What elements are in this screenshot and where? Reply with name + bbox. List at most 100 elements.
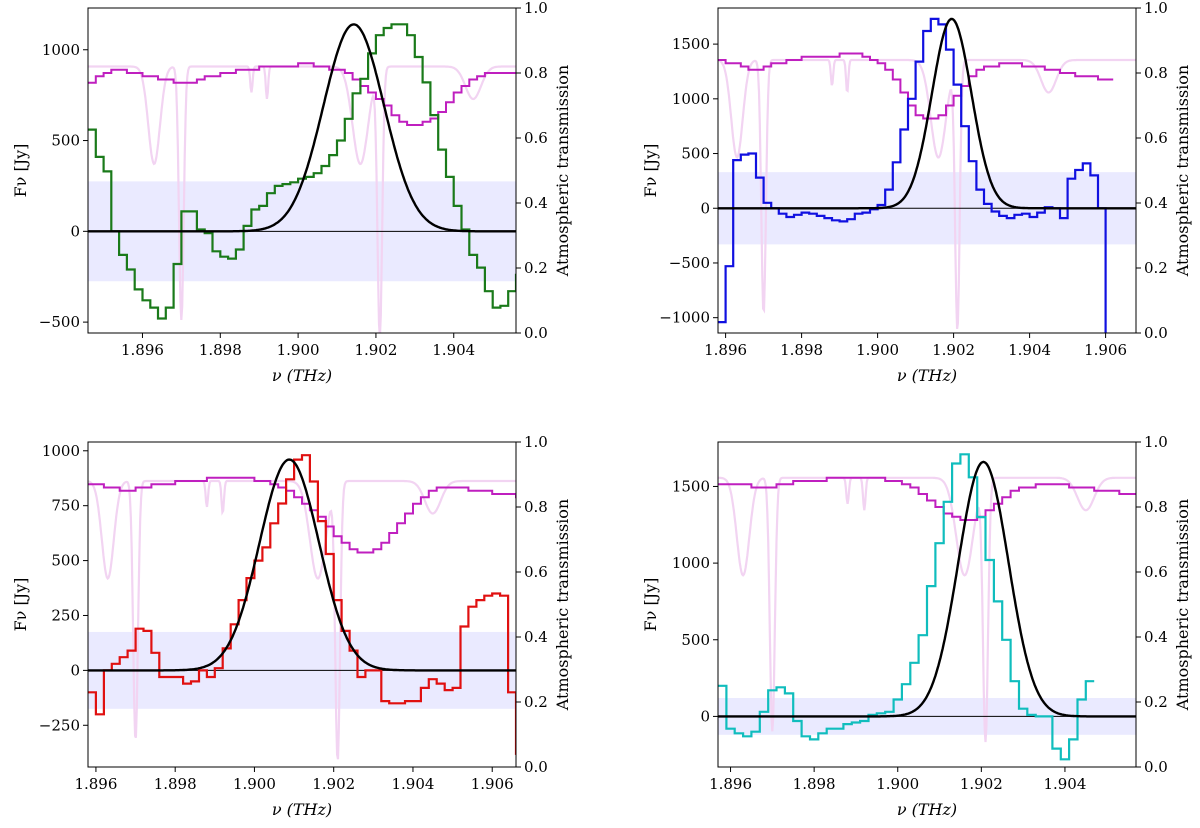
y-tick-label-right: 0.4 [524, 194, 548, 212]
x-tick-label: 1.906 [471, 775, 514, 793]
spectrum-line [88, 23, 516, 320]
transmission-binned-line [718, 476, 1136, 521]
y-tick-label-left: 500 [681, 631, 710, 649]
x-tick-label: 1.898 [780, 341, 823, 359]
transmission-fine-line [88, 65, 516, 333]
y-tick-label-right: 0.2 [524, 259, 548, 277]
y-tick-label-left: 0 [70, 661, 80, 679]
y-tick-label-left: 1500 [672, 35, 710, 53]
x-tick-label: 1.904 [1043, 775, 1086, 793]
y-tick-label-left: 0 [700, 199, 710, 217]
x-tick-label: 1.902 [960, 775, 1003, 793]
y-tick-label-left: 1500 [672, 477, 710, 495]
axes-frame [717, 441, 1137, 768]
gaussian-fit-line [88, 23, 516, 233]
x-tick-label: 1.902 [932, 341, 975, 359]
x-tick-label: 1.902 [312, 775, 355, 793]
y-tick-label-left: −500 [39, 313, 80, 331]
y-tick-label-right: 1.0 [524, 433, 548, 451]
y-axis-label-left: Fν [Jy] [641, 578, 660, 632]
y-tick-label-left: 500 [51, 552, 80, 570]
y-axis-label-left: Fν [Jy] [11, 144, 30, 198]
y-tick-label-right: 0.8 [524, 64, 548, 82]
transmission-binned-line [718, 52, 1114, 120]
y-tick-label-right: 0.8 [1144, 498, 1168, 516]
y-tick-label-right: 0.4 [524, 628, 548, 646]
y-tick-label-right: 0.4 [1144, 628, 1168, 646]
spectrum-line [718, 453, 1095, 761]
x-tick-label: 1.898 [154, 775, 197, 793]
y-axis-label-right: Atmospheric transmission [1173, 499, 1192, 711]
gaussian-fit-line [718, 460, 1136, 718]
y-tick-label-right: 0.6 [1144, 563, 1168, 581]
x-tick-label: 1.896 [121, 341, 164, 359]
gaussian-fit-line [718, 17, 1136, 210]
x-tick-label: 1.906 [1084, 341, 1127, 359]
panel-bottom-left: 1.896 1.898 1.900 1.902 1.904 1.906 −250 0 250 50… [11, 433, 572, 819]
x-tick-label: 1.902 [354, 341, 397, 359]
y-tick-label-left: 0 [700, 707, 710, 725]
y-tick-label-right: 1.0 [1144, 0, 1168, 17]
y-axis-label-right: Atmospheric transmission [1173, 65, 1192, 277]
y-tick-label-right: 0.0 [524, 324, 548, 342]
y-tick-label-left: 1000 [42, 442, 80, 460]
y-tick-label-left: 1000 [672, 554, 710, 572]
x-axis-label: ν (THz) [897, 800, 957, 819]
y-tick-label-right: 0.8 [524, 498, 548, 516]
y-tick-label-right: 0.0 [524, 758, 548, 776]
y-tick-label-right: 0.8 [1144, 64, 1168, 82]
y-tick-label-right: 0.6 [524, 563, 548, 581]
y-axis-label-left: Fν [Jy] [641, 144, 660, 198]
plot-area [718, 17, 1136, 333]
transmission-binned-line [88, 62, 516, 126]
x-tick-label: 1.900 [876, 775, 919, 793]
x-tick-label: 1.898 [199, 341, 242, 359]
axes-frame [717, 7, 1137, 334]
y-tick-label-left: 0 [70, 222, 80, 240]
panel-top-left: 1.896 1.898 1.900 1.902 1.904 −500 0 500 1000 0.0… [11, 0, 572, 385]
transmission-binned-line [88, 476, 516, 554]
x-tick-label: 1.904 [391, 775, 434, 793]
y-axis-label-left: Fν [Jy] [11, 578, 30, 632]
y-tick-label-right: 0.0 [1144, 324, 1168, 342]
y-tick-label-right: 0.4 [1144, 194, 1168, 212]
y-tick-label-left: 750 [51, 497, 80, 515]
y-tick-label-left: −1000 [659, 309, 710, 327]
x-axis-label: ν (THz) [897, 366, 957, 385]
x-axis-label: ν (THz) [272, 800, 332, 819]
y-tick-label-left: 500 [681, 145, 710, 163]
x-tick-label: 1.896 [709, 775, 752, 793]
y-tick-label-right: 0.2 [1144, 693, 1168, 711]
plot-area [88, 23, 516, 333]
y-tick-label-right: 0.6 [1144, 129, 1168, 147]
x-tick-label: 1.900 [277, 341, 320, 359]
x-tick-label: 1.904 [432, 341, 475, 359]
y-axis-label-right: Atmospheric transmission [553, 499, 572, 711]
panel-top-right: 1.896 1.898 1.900 1.902 1.904 1.906 −1000 −500 0… [641, 0, 1192, 385]
y-tick-label-right: 0.6 [524, 129, 548, 147]
plot-area [718, 453, 1136, 761]
x-tick-label: 1.896 [74, 775, 117, 793]
x-tick-label: 1.904 [1008, 341, 1051, 359]
x-tick-label: 1.900 [856, 341, 899, 359]
x-tick-label: 1.898 [793, 775, 836, 793]
transmission-fine-line [88, 479, 516, 760]
spectrum-line [88, 454, 516, 755]
plot-area [88, 454, 516, 760]
y-tick-label-left: 250 [51, 606, 80, 624]
y-tick-label-left: 500 [51, 132, 80, 150]
y-tick-label-right: 0.2 [1144, 259, 1168, 277]
x-axis-label: ν (THz) [272, 366, 332, 385]
y-tick-label-right: 1.0 [1144, 433, 1168, 451]
gaussian-fit-line [88, 458, 516, 672]
panel-bottom-right: 1.896 1.898 1.900 1.902 1.904 0 500 1000 1500 0.0… [641, 433, 1192, 819]
y-axis-label-right: Atmospheric transmission [553, 65, 572, 277]
transmission-fine-line [718, 476, 1136, 743]
y-tick-label-right: 1.0 [524, 0, 548, 17]
y-tick-label-left: 1000 [672, 90, 710, 108]
y-tick-label-right: 0.0 [1144, 758, 1168, 776]
axes-frame [87, 441, 517, 768]
y-tick-label-left: −500 [669, 254, 710, 272]
y-tick-label-left: 1000 [42, 41, 80, 59]
